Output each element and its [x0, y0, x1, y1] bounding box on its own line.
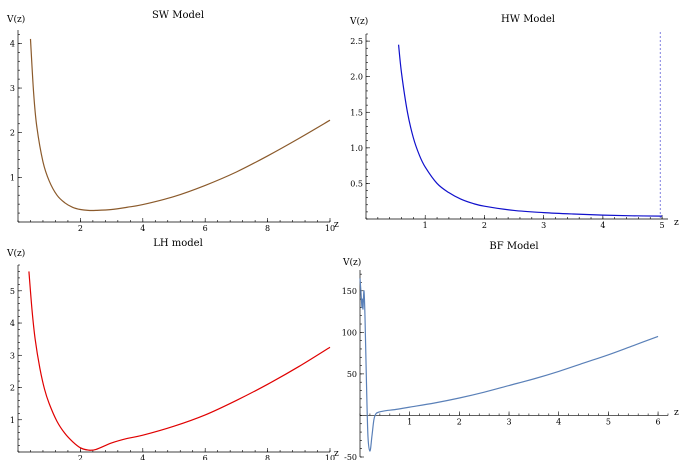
x-axis-label: z — [334, 220, 339, 230]
x-tick-label: 5 — [660, 221, 665, 230]
x-tick-label: 1 — [423, 221, 428, 230]
x-tick-label: 2 — [78, 224, 83, 233]
x-tick-label: 8 — [265, 224, 270, 233]
y-axis-label: V(z) — [6, 14, 25, 25]
y-tick-label: 3 — [10, 351, 15, 360]
y-tick-label: 50 — [347, 370, 357, 379]
x-tick-label: 4 — [556, 417, 561, 426]
series-line — [29, 38, 331, 212]
y-tick-label: 1.0 — [350, 144, 363, 153]
x-tick-label: 6 — [656, 417, 661, 426]
x-axis-label: z — [674, 218, 679, 228]
plot-area: 1 2 3 4 5 0.5 1.0 1.5 2.0 2.5 — [350, 32, 668, 230]
x-axis-label: z — [334, 449, 339, 459]
x-tick-label: 2 — [482, 221, 487, 230]
plot-area: 1 2 3 4 5 6 -50 50 100 150 — [342, 270, 669, 460]
x-tick-label: 1 — [407, 417, 412, 426]
y-tick-label: -50 — [344, 453, 357, 460]
x-tick-label: 4 — [600, 221, 605, 230]
series-line — [359, 278, 659, 452]
x-tick-label: 4 — [140, 224, 145, 233]
x-tick-label: 3 — [506, 417, 511, 426]
y-tick-label: 3 — [10, 84, 15, 93]
y-axis-label: V(z) — [6, 248, 25, 259]
chart-title: BF Model — [489, 241, 538, 252]
x-tick-label: 4 — [140, 454, 145, 460]
x-tick-label: 5 — [606, 417, 611, 426]
y-axis-label: V(z) — [342, 257, 361, 268]
chart-title: SW Model — [152, 10, 204, 21]
x-tick-label: 2 — [78, 454, 83, 460]
x-tick-label: 10 — [325, 454, 335, 460]
y-tick-label: 5 — [10, 287, 15, 296]
x-tick-label: 10 — [325, 224, 335, 233]
y-tick-label: 0.5 — [350, 179, 363, 188]
y-tick-label: 2.5 — [350, 37, 363, 46]
y-tick-label: 1.5 — [350, 108, 363, 117]
y-tick-label: 2 — [10, 129, 15, 138]
x-tick-label: 2 — [457, 417, 462, 426]
x-tick-label: 6 — [203, 224, 208, 233]
y-tick-label: 2 — [10, 384, 15, 393]
hw-model-panel: HW Model V(z) z 1 2 3 4 5 0.5 1.0 1.5 2.0 2.5 — [349, 14, 679, 230]
y-axis-label: V(z) — [349, 16, 368, 27]
bf-model-panel: BF Model V(z) z 1 2 3 4 5 6 -50 50 100 150 — [342, 241, 679, 460]
x-tick-label: 3 — [541, 221, 546, 230]
series-line — [28, 271, 331, 451]
x-tick-label: 6 — [203, 454, 208, 460]
y-tick-label: 4 — [10, 319, 15, 328]
series-line — [397, 44, 663, 217]
y-tick-label: 1 — [10, 173, 15, 182]
y-tick-label: 1 — [10, 416, 15, 425]
y-tick-label: 2.0 — [350, 73, 363, 82]
x-axis-label: z — [674, 408, 679, 418]
chart-title: HW Model — [501, 14, 555, 25]
chart-title: LH model — [153, 238, 203, 249]
x-tick-label: 8 — [265, 454, 270, 460]
y-tick-label: 100 — [342, 328, 357, 337]
y-tick-label: 4 — [10, 39, 15, 48]
y-tick-label: 150 — [342, 287, 357, 296]
